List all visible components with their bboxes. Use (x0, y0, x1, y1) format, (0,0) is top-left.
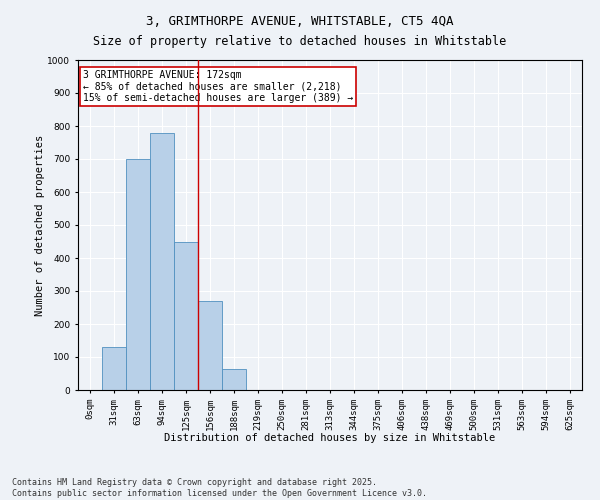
Bar (102, 347, 126, 390)
Text: Size of property relative to detached houses in Whitstable: Size of property relative to detached ho… (94, 35, 506, 48)
Text: Contains HM Land Registry data © Crown copyright and database right 2025.
Contai: Contains HM Land Registry data © Crown c… (12, 478, 427, 498)
X-axis label: Distribution of detached houses by size in Whitstable: Distribution of detached houses by size … (164, 432, 496, 442)
Bar (198, 301, 222, 390)
Bar (222, 368, 246, 390)
Y-axis label: Number of detached properties: Number of detached properties (35, 134, 44, 316)
Bar (126, 159, 150, 390)
Text: 3 GRIMTHORPE AVENUE: 172sqm
← 85% of detached houses are smaller (2,218)
15% of : 3 GRIMTHORPE AVENUE: 172sqm ← 85% of det… (83, 70, 353, 103)
Bar (150, 132, 174, 390)
Bar (174, 242, 198, 390)
Text: 3, GRIMTHORPE AVENUE, WHITSTABLE, CT5 4QA: 3, GRIMTHORPE AVENUE, WHITSTABLE, CT5 4Q… (146, 15, 454, 28)
